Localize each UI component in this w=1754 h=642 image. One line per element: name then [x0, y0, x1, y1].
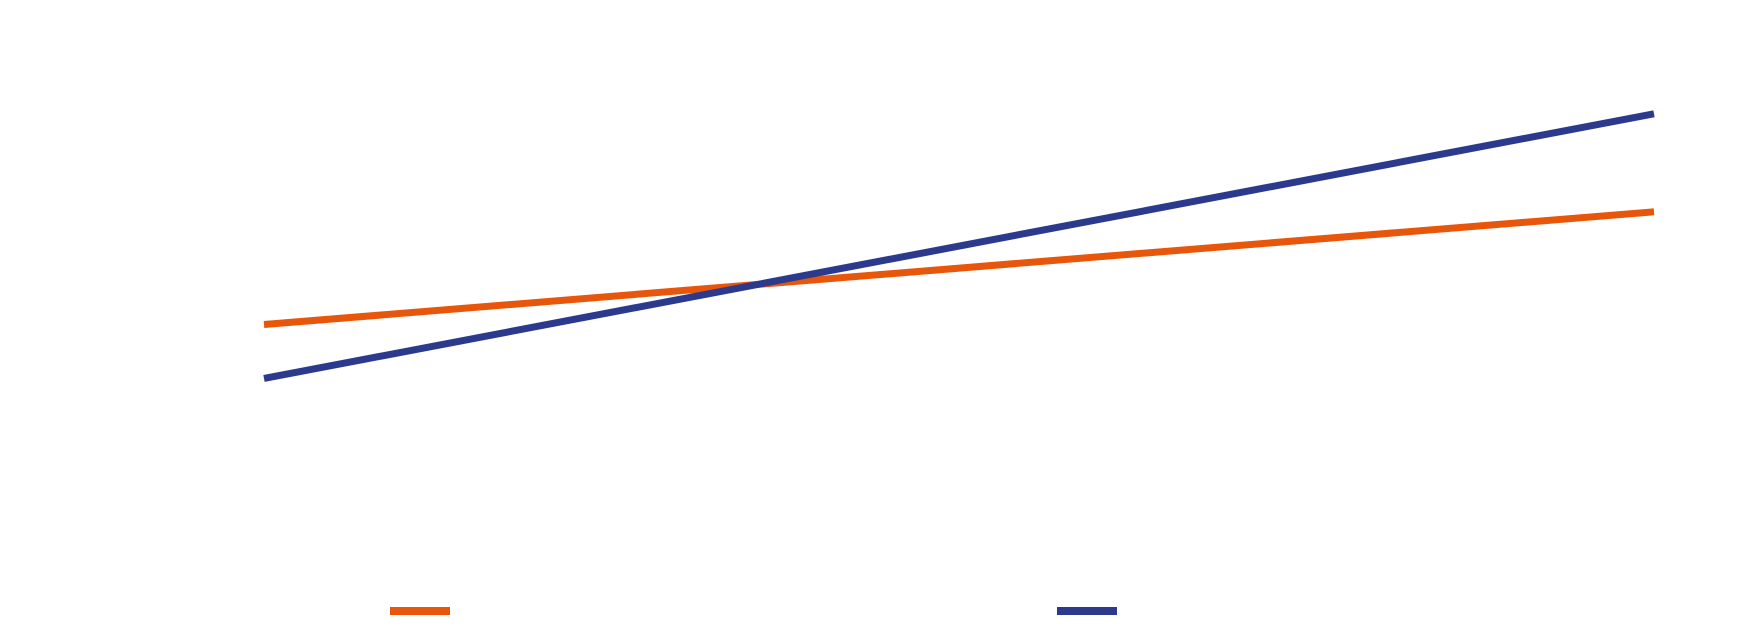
series-line-2 [263, 110, 1655, 382]
plot-area [263, 110, 1655, 382]
series-line-1 [263, 208, 1655, 328]
